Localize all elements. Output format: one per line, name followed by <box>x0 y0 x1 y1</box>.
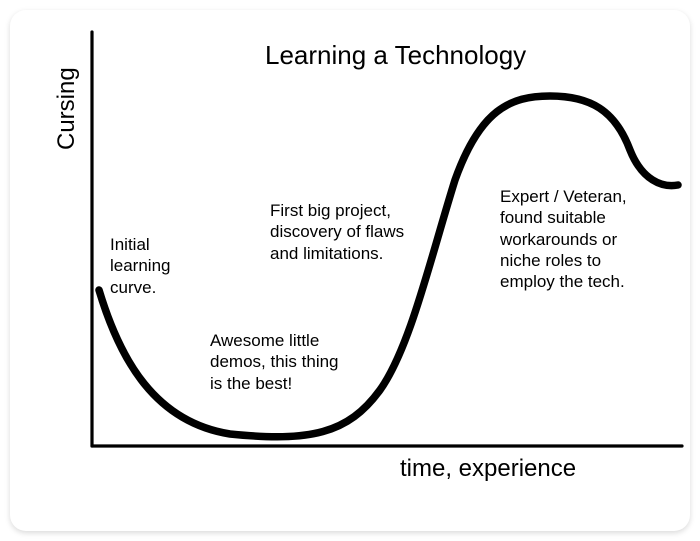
chart-card: Learning a Technology Cursing time, expe… <box>10 10 690 531</box>
learning-curve-chart: Learning a Technology Cursing time, expe… <box>10 10 690 531</box>
y-axis-label: Cursing <box>53 67 81 150</box>
annotation-a3: First big project,discovery of flawsand … <box>270 200 450 264</box>
annotation-a1: Initiallearningcurve. <box>110 234 220 298</box>
annotation-a4: Expert / Veteran,found suitableworkaroun… <box>500 186 690 292</box>
chart-title: Learning a Technology <box>265 40 526 71</box>
x-axis-label: time, experience <box>400 455 576 483</box>
annotation-a2: Awesome littledemos, this thingis the be… <box>210 330 370 394</box>
